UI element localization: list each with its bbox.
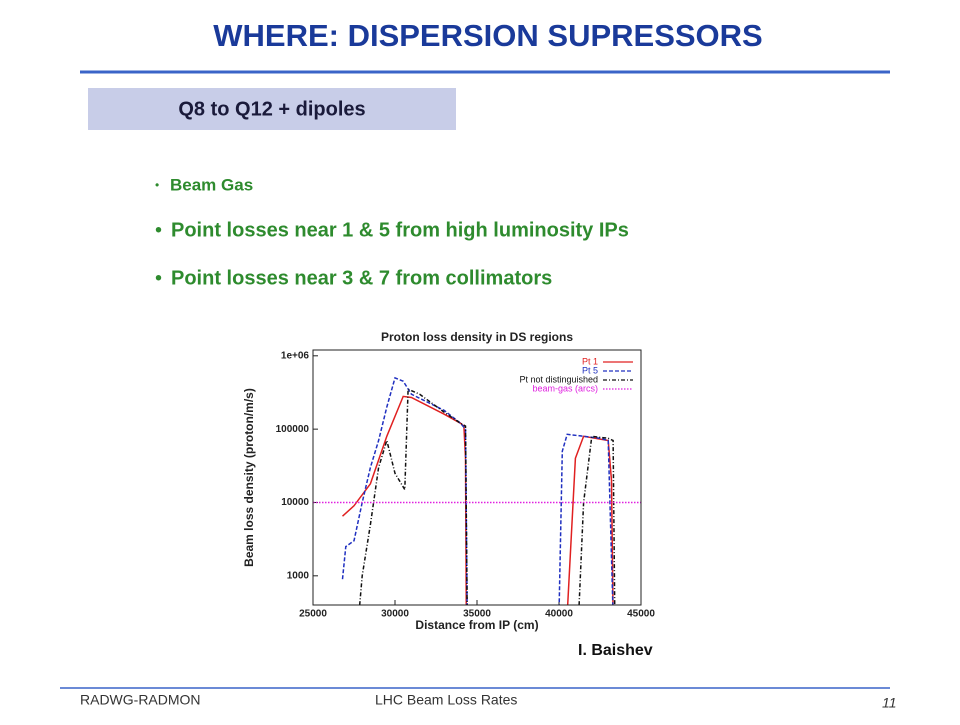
series-line xyxy=(358,388,616,605)
subtitle-box xyxy=(88,88,456,130)
y-tick-label: 10000 xyxy=(281,497,309,508)
legend-label: Pt 5 xyxy=(582,365,598,375)
x-tick-label: 35000 xyxy=(463,609,491,620)
page-number: 11 xyxy=(882,695,897,711)
plot-frame xyxy=(312,349,642,606)
x-tick-label: 30000 xyxy=(381,609,409,620)
x-axis-label: Distance from IP (cm) xyxy=(415,618,538,632)
y-axis-label: Beam loss density (proton/m/s) xyxy=(242,388,256,567)
legend-label: Pt not distinguished xyxy=(519,374,598,384)
y-tick-label: 1000 xyxy=(287,570,310,581)
footer-left: RADWG-RADMON xyxy=(80,692,201,708)
bullet-dot: • xyxy=(155,219,162,241)
legend-label: beam-gas (arcs) xyxy=(532,383,598,393)
bullet: Point losses near 1 & 5 from high lumino… xyxy=(171,219,629,241)
bullet: Point losses near 3 & 7 from collimators xyxy=(171,267,552,289)
bullet-dot: • xyxy=(155,267,162,289)
chart-background xyxy=(240,325,660,637)
x-tick-label: 25000 xyxy=(299,609,327,620)
footer-center: LHC Beam Loss Rates xyxy=(375,692,517,708)
x-tick-label: 40000 xyxy=(545,609,573,620)
bullet-dot: • xyxy=(155,178,159,192)
chart-title: Proton loss density in DS regions xyxy=(381,330,573,344)
subtitle: Q8 to Q12 + dipoles xyxy=(178,98,365,120)
x-tick-label: 45000 xyxy=(627,609,655,620)
legend-label: Pt 1 xyxy=(582,356,598,366)
y-tick-label: 1e+06 xyxy=(281,350,310,361)
bullet: Beam Gas xyxy=(170,175,253,194)
y-tick-label: 100000 xyxy=(276,424,310,435)
chart: Proton loss density in DS regions Distanc… xyxy=(240,325,660,637)
credit: I. Baishev xyxy=(578,642,653,659)
title: WHERE: DISPERSION SUPRESSORS xyxy=(213,18,762,53)
